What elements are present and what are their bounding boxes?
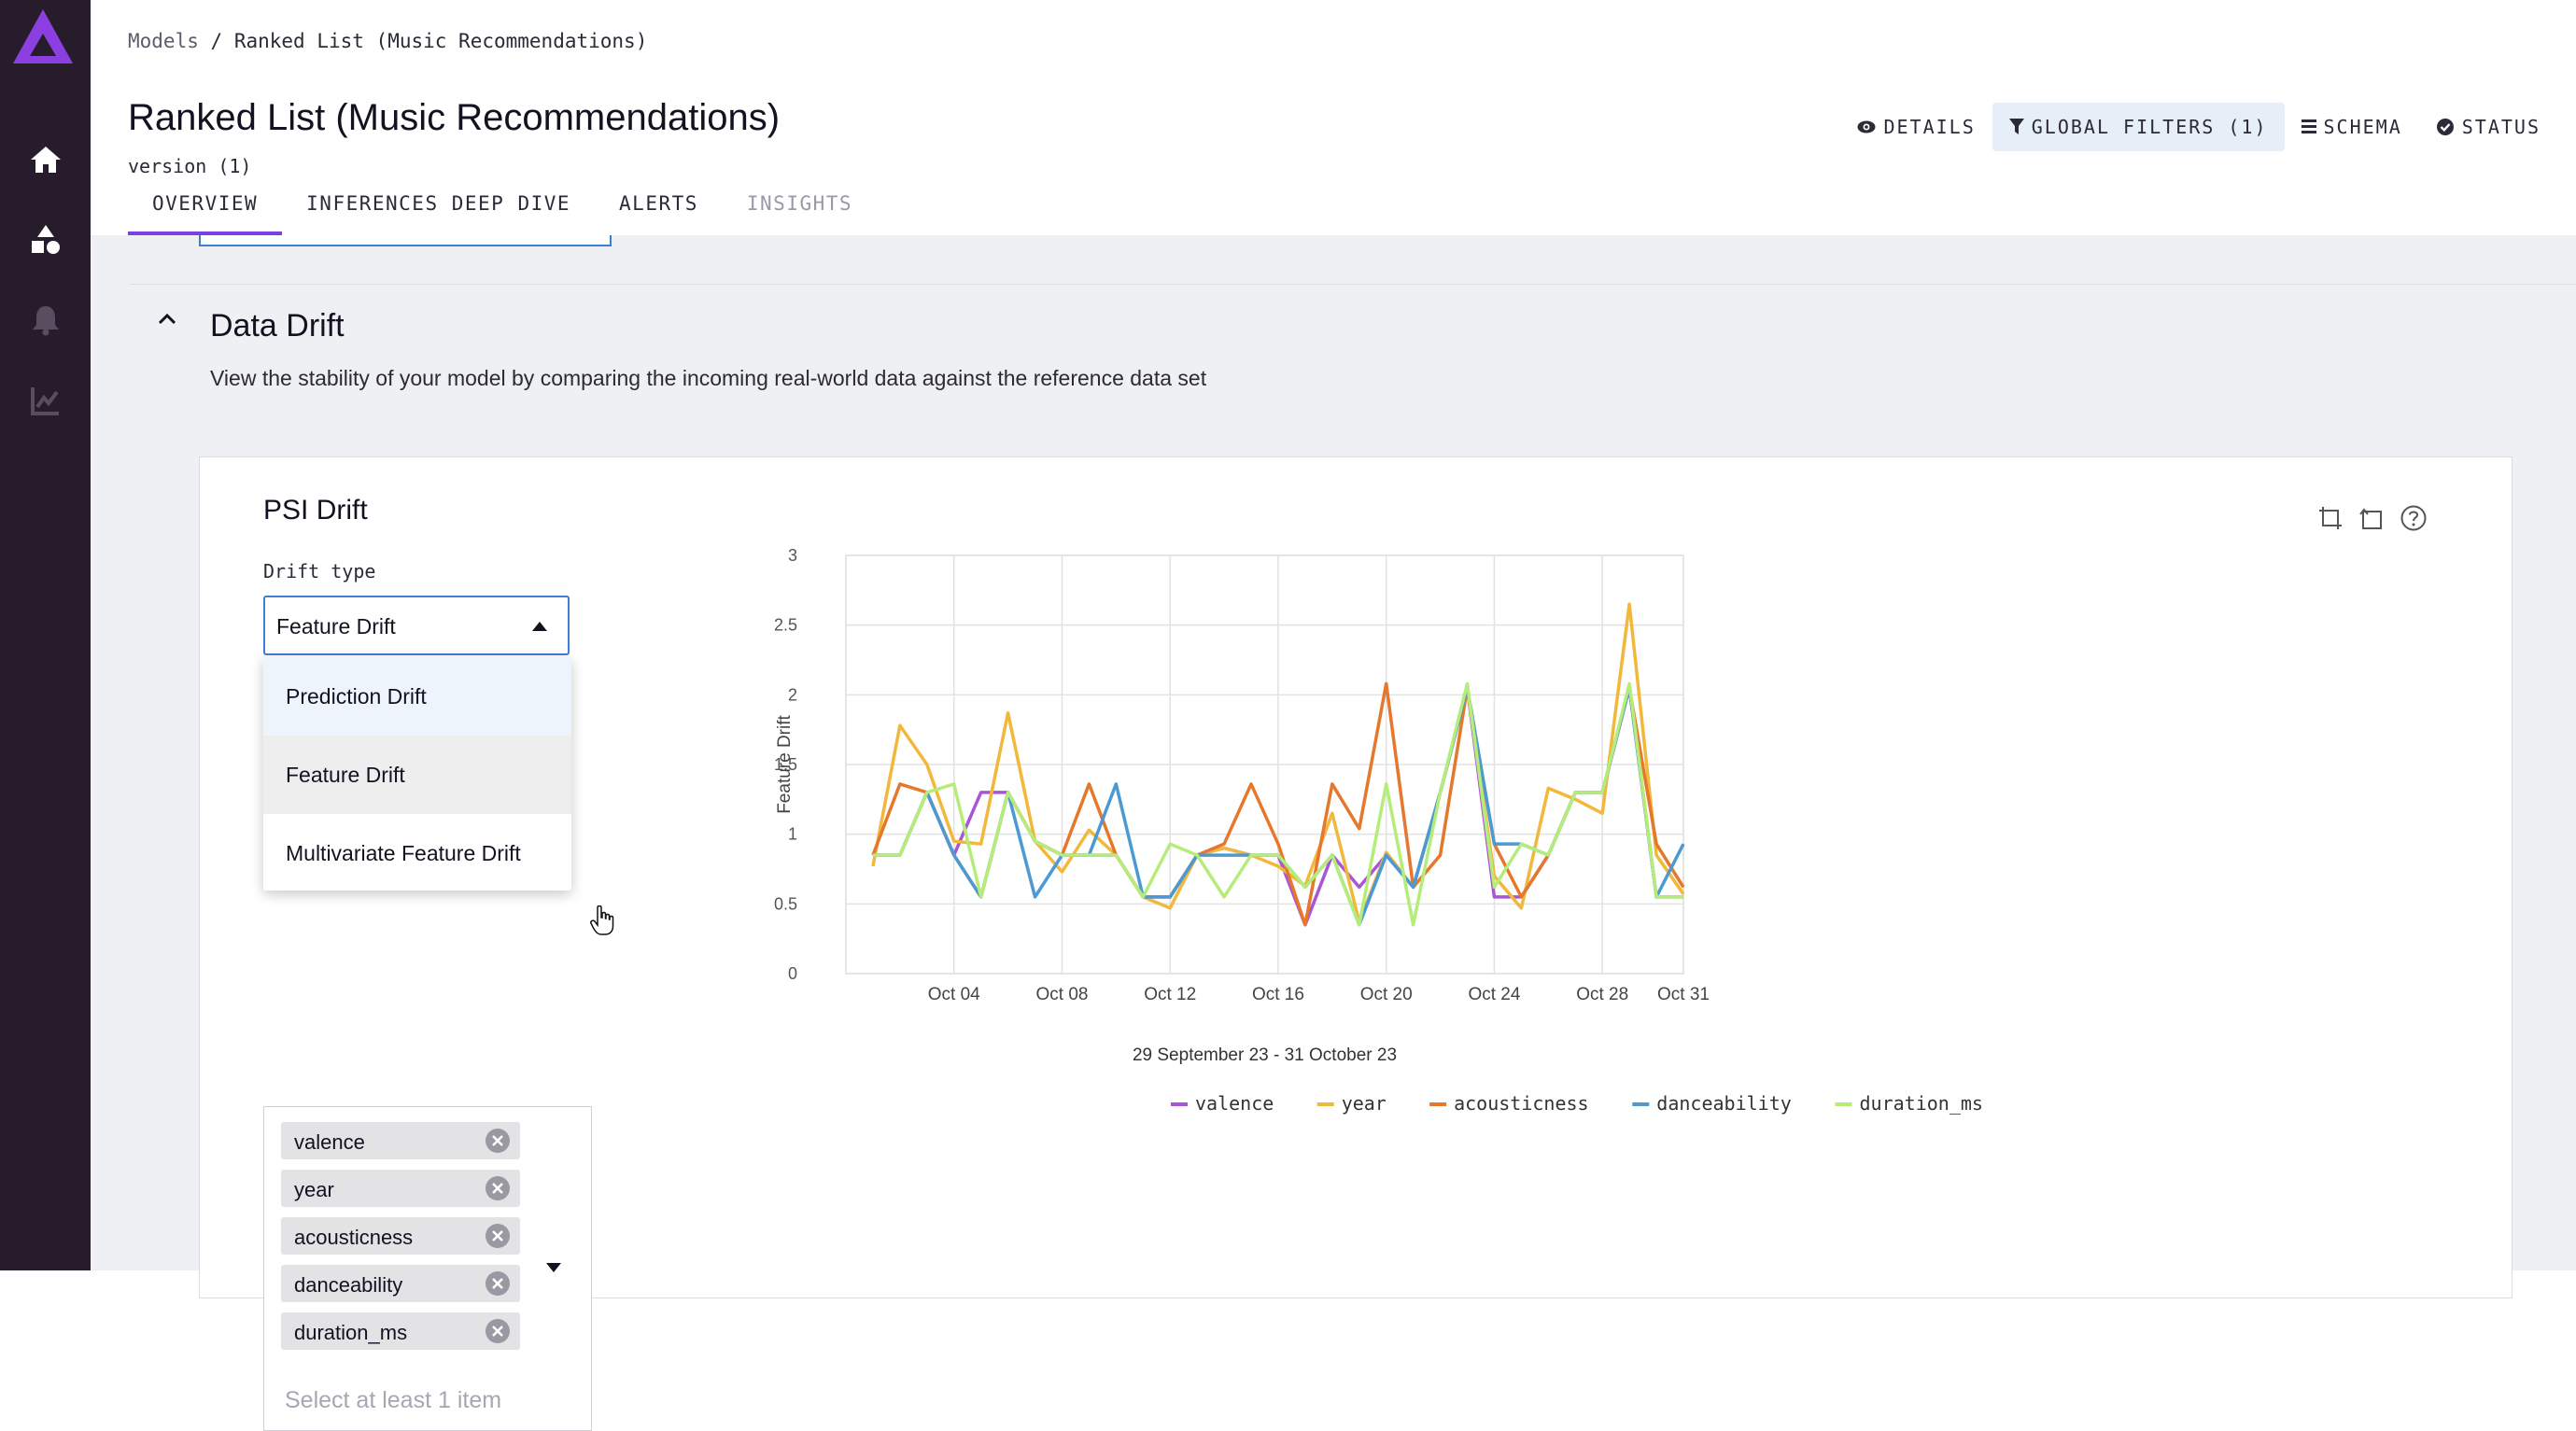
zoom-reset-icon[interactable] bbox=[2358, 505, 2385, 531]
y-tick-label: 0.5 bbox=[774, 894, 797, 913]
y-tick-label: 2 bbox=[788, 685, 797, 704]
tab-inferences-deep-dive[interactable]: INFERENCES DEEP DIVE bbox=[306, 192, 571, 215]
models-icon[interactable] bbox=[24, 218, 67, 261]
hand-cursor-icon bbox=[590, 905, 614, 935]
legend-item: year bbox=[1342, 1092, 1387, 1115]
legend-item: danceability bbox=[1656, 1092, 1792, 1115]
zoom-select-icon[interactable] bbox=[2317, 505, 2344, 531]
tab-alerts[interactable]: ALERTS bbox=[619, 192, 698, 215]
chevron-up-icon[interactable] bbox=[158, 312, 176, 330]
x-tick-label: Oct 12 bbox=[1144, 985, 1196, 1004]
home-icon[interactable] bbox=[24, 138, 67, 181]
breadcrumb-models-link[interactable]: Models bbox=[128, 30, 199, 52]
status-label: STATUS bbox=[2461, 116, 2541, 138]
drift-type-select[interactable]: Feature Drift bbox=[263, 596, 570, 655]
remove-chip-icon[interactable] bbox=[485, 1223, 511, 1249]
drift-type-menu: Prediction Drift Feature Drift Multivari… bbox=[263, 657, 571, 891]
model-version: version (1) bbox=[128, 155, 252, 177]
tab-bar: OVERVIEW INFERENCES DEEP DIVE ALERTS INS… bbox=[128, 183, 877, 235]
logo-icon[interactable] bbox=[9, 6, 77, 77]
option-feature-drift[interactable]: Feature Drift bbox=[263, 736, 571, 814]
details-label: DETAILS bbox=[1883, 116, 1976, 138]
x-tick-label: Oct 28 bbox=[1576, 985, 1628, 1004]
remove-chip-icon[interactable] bbox=[485, 1175, 511, 1201]
sidebar bbox=[0, 0, 91, 1270]
feature-chip: danceability bbox=[281, 1265, 520, 1302]
tab-insights[interactable]: INSIGHTS bbox=[746, 192, 853, 215]
y-axis-label: Feature Drift bbox=[775, 714, 795, 813]
psi-drift-chart: 0 0.5 1 1.5 2 2.5 3 Oct 04 Oct 08 Oct 12 Oct 16 Oct… bbox=[774, 546, 1983, 1115]
schema-button[interactable]: SCHEMA bbox=[2285, 103, 2419, 151]
feature-chip: duration_ms bbox=[281, 1312, 520, 1350]
tab-overview[interactable]: OVERVIEW bbox=[128, 183, 283, 235]
alerts-bell-icon[interactable] bbox=[24, 299, 67, 342]
y-tick-label: 3 bbox=[788, 546, 797, 565]
y-tick-label: 1.5 bbox=[774, 755, 797, 774]
feature-multiselect[interactable]: valence year acousticness danceability d… bbox=[263, 1106, 592, 1431]
legend-item: valence bbox=[1195, 1092, 1274, 1115]
legend-item: duration_ms bbox=[1860, 1092, 1983, 1115]
x-tick-label: Oct 24 bbox=[1468, 985, 1520, 1004]
breadcrumb-separator: / bbox=[210, 30, 223, 52]
chip-label: duration_ms bbox=[294, 1321, 408, 1344]
filter-icon bbox=[2008, 119, 2024, 134]
feature-chip: acousticness bbox=[281, 1217, 520, 1255]
header-actions: DETAILS GLOBAL FILTERS (1) SCHEMA STATUS bbox=[1840, 103, 2557, 151]
series-line-duration_ms bbox=[872, 681, 1683, 927]
help-icon[interactable] bbox=[2400, 504, 2428, 532]
x-tick-label: Oct 31 bbox=[1657, 985, 1710, 1004]
insights-chart-icon[interactable] bbox=[24, 379, 67, 422]
x-tick-label: Oct 04 bbox=[928, 985, 980, 1004]
y-tick-label: 2.5 bbox=[774, 616, 797, 635]
legend-item: acousticness bbox=[1454, 1092, 1589, 1115]
y-tick-label: 1 bbox=[788, 825, 797, 844]
feature-chip: valence bbox=[281, 1122, 520, 1159]
drift-type-label: Drift type bbox=[263, 560, 376, 582]
x-tick-label: Oct 20 bbox=[1360, 985, 1413, 1004]
status-button[interactable]: STATUS bbox=[2419, 103, 2557, 151]
global-filters-button[interactable]: GLOBAL FILTERS (1) bbox=[1992, 103, 2285, 151]
page-title: Ranked List (Music Recommendations) bbox=[128, 97, 781, 138]
x-axis-label: 29 September 23 - 31 October 23 bbox=[1133, 1045, 1397, 1065]
features-placeholder: Select at least 1 item bbox=[285, 1387, 502, 1413]
chip-label: year bbox=[294, 1178, 334, 1201]
details-button[interactable]: DETAILS bbox=[1840, 103, 1992, 151]
caret-down-icon[interactable] bbox=[546, 1263, 561, 1272]
eye-icon bbox=[1857, 120, 1876, 133]
previous-section-box bbox=[199, 235, 612, 246]
chip-label: valence bbox=[294, 1130, 365, 1154]
option-prediction-drift[interactable]: Prediction Drift bbox=[263, 657, 571, 736]
page-header: Models / Ranked List (Music Recommendati… bbox=[91, 0, 2576, 237]
section-title: Data Drift bbox=[210, 308, 345, 344]
drift-type-value: Feature Drift bbox=[276, 614, 396, 638]
section-divider bbox=[130, 284, 2576, 285]
caret-up-icon bbox=[532, 622, 547, 631]
remove-chip-icon[interactable] bbox=[485, 1128, 511, 1154]
remove-chip-icon[interactable] bbox=[485, 1270, 511, 1297]
chart-toolbar bbox=[2317, 504, 2428, 532]
x-tick-label: Oct 16 bbox=[1252, 985, 1304, 1004]
chip-label: danceability bbox=[294, 1273, 403, 1297]
chip-label: acousticness bbox=[294, 1226, 414, 1249]
global-filters-label: GLOBAL FILTERS (1) bbox=[2031, 116, 2268, 138]
remove-chip-icon[interactable] bbox=[485, 1318, 511, 1344]
schema-label: SCHEMA bbox=[2323, 116, 2402, 138]
card-title: PSI Drift bbox=[263, 495, 368, 526]
y-tick-label: 0 bbox=[788, 964, 797, 983]
breadcrumb-current: Ranked List (Music Recommendations) bbox=[233, 30, 648, 52]
x-tick-label: Oct 08 bbox=[1035, 985, 1088, 1004]
breadcrumb: Models / Ranked List (Music Recommendati… bbox=[128, 30, 647, 52]
check-circle-icon bbox=[2436, 119, 2454, 135]
option-multivariate-feature-drift[interactable]: Multivariate Feature Drift bbox=[286, 840, 521, 865]
section-description: View the stability of your model by comp… bbox=[210, 366, 1207, 390]
series-line-year bbox=[871, 602, 1685, 924]
main-content: Data Drift View the stability of your mo… bbox=[91, 235, 2576, 1431]
schema-list-icon bbox=[2301, 119, 2316, 133]
psi-drift-card: PSI Drift Drift type Feature Drift Predi… bbox=[199, 456, 2513, 1431]
feature-chip: year bbox=[281, 1170, 520, 1207]
